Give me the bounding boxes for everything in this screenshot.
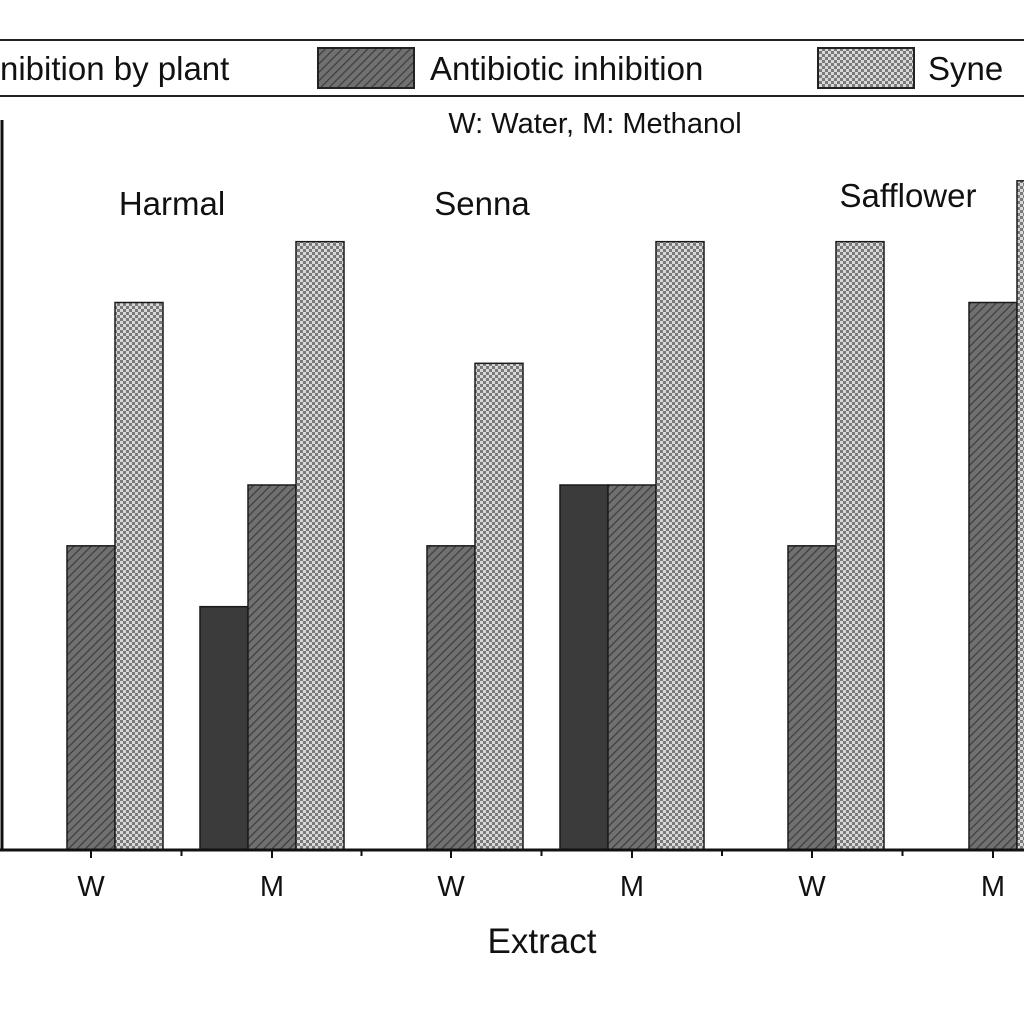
legend-label-antibiotic: Antibiotic inhibition xyxy=(430,50,703,87)
x-tick-label-1: W xyxy=(77,871,105,903)
legend-swatch-synergy xyxy=(817,47,915,89)
legend-label-plant: nibition by plant xyxy=(0,50,229,87)
bar-synergy-1 xyxy=(114,301,164,851)
x-axis-title: Extract xyxy=(488,922,597,961)
bar-antibiotic-6 xyxy=(968,301,1018,851)
bar-antibiotic-2 xyxy=(247,484,297,851)
group-label-safflower: Safflower xyxy=(840,177,977,214)
x-tick-label-5: W xyxy=(798,871,826,903)
legend-label-synergy: Syne xyxy=(928,50,1003,87)
bars xyxy=(66,180,1024,851)
bar-plant-2 xyxy=(199,605,249,851)
bar-antibiotic-4 xyxy=(607,484,657,851)
bar-synergy-2 xyxy=(295,240,345,851)
bar-synergy-4 xyxy=(655,240,705,851)
bar-synergy-6 xyxy=(1016,180,1024,851)
x-tick-label-3: W xyxy=(437,871,465,903)
legend-swatch-antibiotic xyxy=(317,47,415,89)
bar-synergy-3 xyxy=(474,362,524,851)
group-label-harmal: Harmal xyxy=(119,185,225,222)
chart-annotation: W: Water, M: Methanol xyxy=(448,108,741,140)
bar-plant-4 xyxy=(559,484,609,851)
x-tick-label-2: M xyxy=(260,871,284,903)
bar-antibiotic-5 xyxy=(787,545,837,851)
bar-antibiotic-1 xyxy=(66,545,116,851)
bar-antibiotic-3 xyxy=(426,545,476,851)
bar-synergy-5 xyxy=(835,240,885,851)
x-tick-label-6: M xyxy=(981,871,1005,903)
legend: nibition by plant Antibiotic inhibition … xyxy=(0,39,1024,97)
group-label-senna: Senna xyxy=(434,185,530,222)
x-tick-label-4: M xyxy=(620,871,644,903)
